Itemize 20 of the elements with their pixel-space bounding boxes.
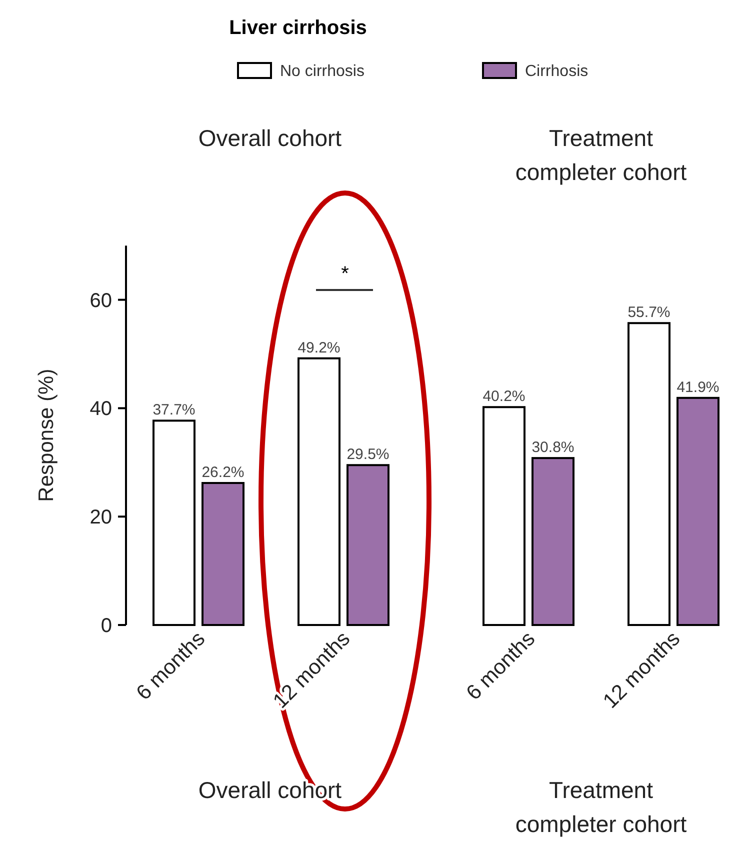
y-tick-label: 40 — [90, 398, 112, 420]
data-label: 30.8% — [532, 439, 574, 456]
y-tick-label: 60 — [90, 290, 112, 312]
data-label: 29.5% — [346, 446, 390, 464]
data-label: 49.2% — [298, 339, 340, 356]
text: Overall cohort — [198, 125, 342, 151]
text: Treatment completer cohort — [515, 777, 688, 837]
legend-label: No cirrhosis — [280, 63, 364, 80]
data-label: 41.9% — [676, 378, 720, 396]
data-label: 40.2% — [482, 388, 526, 406]
legend-title: Liver cirrhosis — [229, 17, 367, 39]
data-label: 55.7% — [628, 304, 670, 322]
data-label: 26.2% — [202, 464, 244, 481]
legend-label: Cirrhosis — [525, 63, 588, 80]
y-tick-label: 20 — [90, 506, 112, 529]
data-label: 37.7% — [152, 402, 196, 419]
y-tick-label: 0 — [100, 615, 112, 637]
text: Treatment completer cohort — [515, 125, 688, 185]
annotation: * — [341, 263, 350, 285]
y-axis-title: Response (%) — [35, 368, 58, 502]
